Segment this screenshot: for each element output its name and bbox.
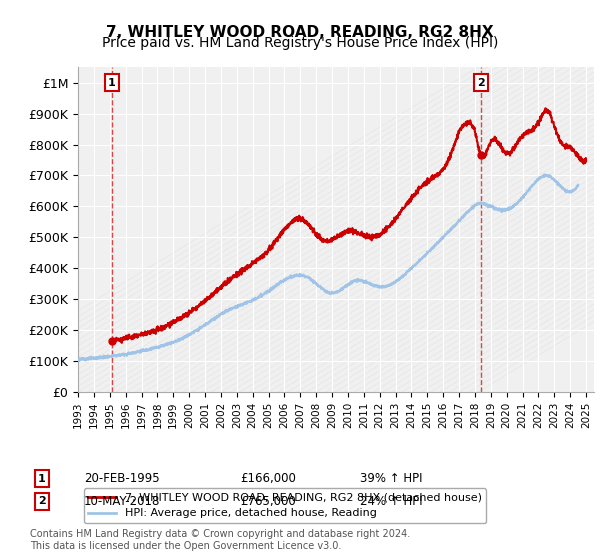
Text: 20-FEB-1995: 20-FEB-1995 [84,472,160,486]
Text: Contains HM Land Registry data © Crown copyright and database right 2024.
This d: Contains HM Land Registry data © Crown c… [30,529,410,551]
Text: 1: 1 [38,474,46,484]
Text: 7, WHITLEY WOOD ROAD, READING, RG2 8HX: 7, WHITLEY WOOD ROAD, READING, RG2 8HX [106,25,494,40]
Text: 24% ↑ HPI: 24% ↑ HPI [360,494,422,508]
Text: Price paid vs. HM Land Registry's House Price Index (HPI): Price paid vs. HM Land Registry's House … [102,36,498,50]
Text: 1: 1 [108,78,116,88]
Text: 2: 2 [477,78,485,88]
Legend: 7, WHITLEY WOOD ROAD, READING, RG2 8HX (detached house), HPI: Average price, det: 7, WHITLEY WOOD ROAD, READING, RG2 8HX (… [83,488,486,523]
Text: 39% ↑ HPI: 39% ↑ HPI [360,472,422,486]
Text: £166,000: £166,000 [240,472,296,486]
Text: 2: 2 [38,496,46,506]
Text: £765,000: £765,000 [240,494,296,508]
Text: 10-MAY-2018: 10-MAY-2018 [84,494,160,508]
